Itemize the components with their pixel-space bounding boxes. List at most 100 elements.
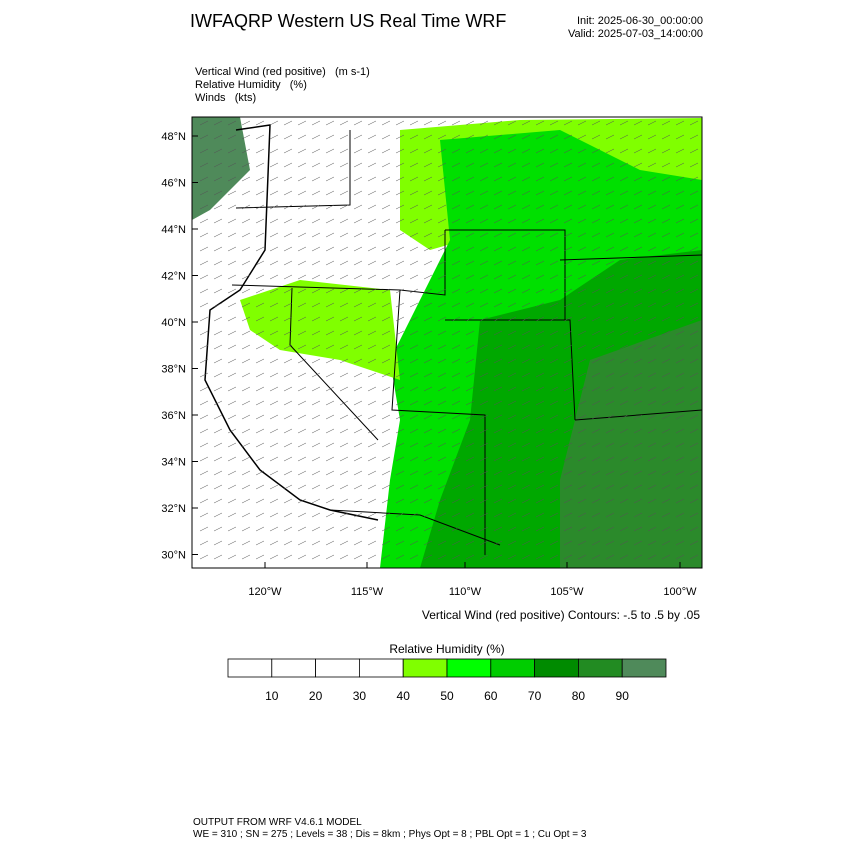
wind-barb [353, 386, 363, 392]
wind-barb [227, 442, 237, 448]
wind-barb [325, 372, 335, 378]
wind-barb [311, 400, 321, 406]
wind-barb [577, 316, 587, 322]
wind-barb [619, 302, 629, 308]
wind-barb [241, 512, 251, 518]
wind-barb [647, 288, 657, 294]
wind-barb [437, 274, 447, 280]
wind-barb [633, 428, 643, 434]
wind-barb [199, 456, 209, 462]
wind-barb [689, 120, 699, 126]
wind-barb [619, 428, 629, 434]
wind-barb [549, 512, 559, 518]
lat-label: 46°N [161, 178, 186, 190]
wind-barb [633, 316, 643, 322]
wind-barb [255, 232, 265, 238]
wind-barb [521, 190, 531, 196]
wind-barb [647, 260, 657, 266]
wind-barb [605, 274, 615, 280]
wind-barb [521, 302, 531, 308]
wind-barb [465, 554, 475, 560]
wind-barb [647, 386, 657, 392]
wind-barb [241, 204, 251, 210]
wind-barb [661, 400, 671, 406]
wind-barb [605, 120, 615, 126]
wind-barb [395, 386, 405, 392]
wind-barb [241, 400, 251, 406]
wind-barb [577, 274, 587, 280]
wind-barb [451, 344, 461, 350]
wind-barb [297, 470, 307, 476]
wind-barb [633, 512, 643, 518]
wind-barb [395, 540, 405, 546]
wind-barb [465, 134, 475, 140]
wind-barb [297, 344, 307, 350]
wind-barb [339, 470, 349, 476]
wind-barb [269, 316, 279, 322]
wind-barb [353, 344, 363, 350]
field-label: Relative Humidity (%) [195, 79, 307, 91]
lon-label: 110°W [449, 586, 482, 598]
wind-barb [241, 176, 251, 182]
wind-barb [409, 190, 419, 196]
wind-barb [367, 358, 377, 364]
wind-barb [507, 372, 517, 378]
wind-barb [199, 134, 209, 140]
wind-barb [577, 218, 587, 224]
wind-barb [675, 260, 685, 266]
wind-barb [367, 260, 377, 266]
wind-barb [549, 344, 559, 350]
wind-barb [353, 190, 363, 196]
wind-barb [451, 456, 461, 462]
wind-barb [325, 386, 335, 392]
wind-barb [563, 428, 573, 434]
wind-barb [297, 428, 307, 434]
wind-barb [633, 386, 643, 392]
wind-barb [353, 260, 363, 266]
wind-barb [619, 148, 629, 154]
wind-barb [339, 330, 349, 336]
wind-barb [647, 526, 657, 532]
wind-barb [325, 232, 335, 238]
wind-barb [199, 526, 209, 532]
wind-barb [255, 400, 265, 406]
lat-label: 36°N [161, 410, 186, 422]
wind-barb [675, 204, 685, 210]
wind-barb [535, 302, 545, 308]
wind-barb [493, 554, 503, 560]
wind-barb [423, 456, 433, 462]
wind-barb [381, 344, 391, 350]
wind-barb [227, 190, 237, 196]
wind-barb [647, 358, 657, 364]
wind-barb [647, 540, 657, 546]
wind-barb [493, 218, 503, 224]
wind-barb [213, 274, 223, 280]
wind-barb [535, 288, 545, 294]
wind-barb [619, 414, 629, 420]
wind-barb [605, 288, 615, 294]
wind-barb [241, 484, 251, 490]
wind-barb [549, 470, 559, 476]
wind-barb [479, 512, 489, 518]
wind-barb [535, 176, 545, 182]
wind-barb [633, 302, 643, 308]
wind-barb [451, 134, 461, 140]
wind-barb [353, 288, 363, 294]
wind-barb [675, 344, 685, 350]
wind-barb [325, 470, 335, 476]
wind-barb [619, 358, 629, 364]
wind-barb [297, 414, 307, 420]
wind-barb [423, 330, 433, 336]
wind-barb [227, 134, 237, 140]
wind-barb [591, 316, 601, 322]
wind-barb [465, 512, 475, 518]
wind-barb [199, 414, 209, 420]
wind-barb [549, 204, 559, 210]
wind-barb [563, 442, 573, 448]
wind-barb [479, 540, 489, 546]
wind-barb [297, 526, 307, 532]
wind-barb [353, 526, 363, 532]
rh-area [560, 320, 702, 568]
wind-barb [591, 120, 601, 126]
wind-barb [297, 540, 307, 546]
